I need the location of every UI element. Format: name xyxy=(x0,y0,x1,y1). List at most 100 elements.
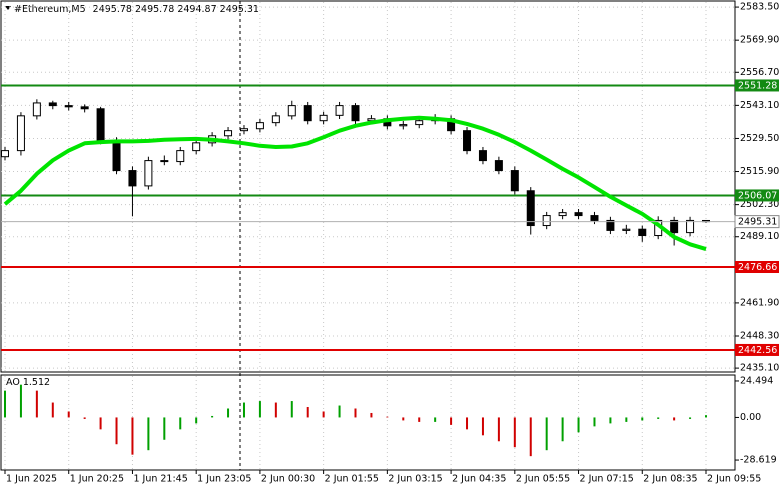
ao-bar xyxy=(673,417,676,421)
y-tick-label: 2435.10 xyxy=(740,363,779,374)
last-price-label: 2495.31 xyxy=(738,217,777,228)
ao-bar xyxy=(418,417,421,422)
ao-bar xyxy=(147,417,150,451)
y-tick-label: 2569.90 xyxy=(740,35,779,46)
candle-body xyxy=(239,128,248,132)
ao-bar xyxy=(577,417,580,433)
ao-bar xyxy=(513,417,516,448)
y-tick-label: 2583.50 xyxy=(740,2,779,13)
y-tick-label: 24.494 xyxy=(740,375,773,386)
candle-body xyxy=(335,105,344,116)
ao-bar xyxy=(290,401,293,418)
ao-bar xyxy=(115,417,118,445)
ao-bar xyxy=(450,417,453,425)
x-tick-label: 1 Jun 23:05 xyxy=(197,474,251,485)
candle-body xyxy=(542,215,551,227)
candle-body xyxy=(144,160,153,187)
y-tick-label: 2556.70 xyxy=(740,67,779,78)
ao-bar xyxy=(529,417,532,457)
ao-bar xyxy=(386,416,389,418)
x-tick-label: 2 Jun 00:30 xyxy=(261,474,315,485)
ao-bar xyxy=(593,417,596,427)
x-tick-label: 2 Jun 09:55 xyxy=(707,474,761,485)
candle-body xyxy=(670,219,679,234)
candle-body xyxy=(478,150,487,162)
ao-bar xyxy=(4,390,6,418)
y-tick-label: 2502.30 xyxy=(740,199,779,210)
ao-bar xyxy=(131,417,134,455)
ao-bar xyxy=(99,417,102,430)
level-label: 2442.56 xyxy=(738,345,777,356)
ao-bar xyxy=(354,408,357,418)
x-tick-label: 2 Jun 08:35 xyxy=(643,474,697,485)
ao-bar xyxy=(51,402,54,418)
header-value: 2494.87 xyxy=(177,4,216,15)
ao-bar xyxy=(402,417,405,421)
ao-bar xyxy=(657,417,660,419)
symbol-title: #Ethereum,M5 xyxy=(14,4,86,15)
y-tick-label: 2529.50 xyxy=(740,133,779,144)
x-tick-label: 2 Jun 04:35 xyxy=(452,474,506,485)
candle-body xyxy=(48,102,57,107)
ao-bar xyxy=(481,417,484,436)
ao-bar xyxy=(434,417,437,422)
ao-bar xyxy=(195,417,198,424)
candle-body xyxy=(319,114,328,122)
ao-bar xyxy=(609,417,612,424)
candle-body xyxy=(16,115,25,152)
candle-body xyxy=(1,150,9,158)
y-tick-label: 0.00 xyxy=(740,412,761,423)
candle-body xyxy=(112,140,121,172)
candle-body xyxy=(287,105,296,117)
header-value: 2495.78 xyxy=(93,4,132,15)
ao-bar xyxy=(83,417,86,419)
last-price-box xyxy=(734,215,780,229)
candle-body xyxy=(415,120,424,126)
x-tick-label: 1 Jun 21:45 xyxy=(133,474,187,485)
candle-body xyxy=(510,170,519,192)
x-tick-label: 2 Jun 01:55 xyxy=(325,474,379,485)
ao-bar xyxy=(625,417,628,422)
candle-body xyxy=(622,228,631,231)
ao-bar xyxy=(561,417,564,442)
candle-body xyxy=(255,122,264,130)
candle-body xyxy=(96,108,105,142)
candle-body xyxy=(128,170,137,187)
candle-body xyxy=(526,190,535,227)
candle-body xyxy=(590,215,599,221)
y-tick-label: -28.619 xyxy=(740,455,777,466)
x-tick-label: 1 Jun 20:25 xyxy=(70,474,124,485)
y-tick-label: 2543.10 xyxy=(740,100,779,111)
main-pane-border xyxy=(0,0,736,373)
level-label-box xyxy=(735,343,779,356)
level-label: 2506.07 xyxy=(738,190,777,201)
x-tick-label: 2 Jun 05:55 xyxy=(516,474,570,485)
ao-bar xyxy=(242,402,245,418)
x-tick-label: 2 Jun 07:15 xyxy=(580,474,634,485)
candle-body xyxy=(574,212,583,217)
ao-bar xyxy=(67,411,70,418)
chart-header: #Ethereum,M5 2495.78 2495.78 2494.87 249… xyxy=(14,4,259,15)
x-tick-label: 1 Jun 2025 xyxy=(6,474,57,485)
candle-body xyxy=(558,212,567,217)
candle-body xyxy=(224,130,233,137)
ao-title: AO xyxy=(6,377,20,388)
ao-pane-border xyxy=(0,374,736,471)
y-tick-label: 2489.10 xyxy=(740,231,779,242)
ao-bar xyxy=(19,384,22,418)
candle-body xyxy=(686,219,695,234)
candle-body xyxy=(351,105,360,122)
candle-body xyxy=(463,130,472,152)
ao-bar xyxy=(35,390,38,418)
y-tick-label: 2515.90 xyxy=(740,166,779,177)
y-tick-label: 2461.90 xyxy=(740,297,779,308)
moving-average xyxy=(3,115,707,252)
candle-body xyxy=(176,150,185,163)
level-label-box xyxy=(735,261,779,274)
candle-body xyxy=(64,105,73,108)
candle-body xyxy=(192,142,201,152)
ao-bar xyxy=(258,401,261,418)
ao-bar xyxy=(322,411,325,418)
ao-value: 1.512 xyxy=(23,377,50,388)
